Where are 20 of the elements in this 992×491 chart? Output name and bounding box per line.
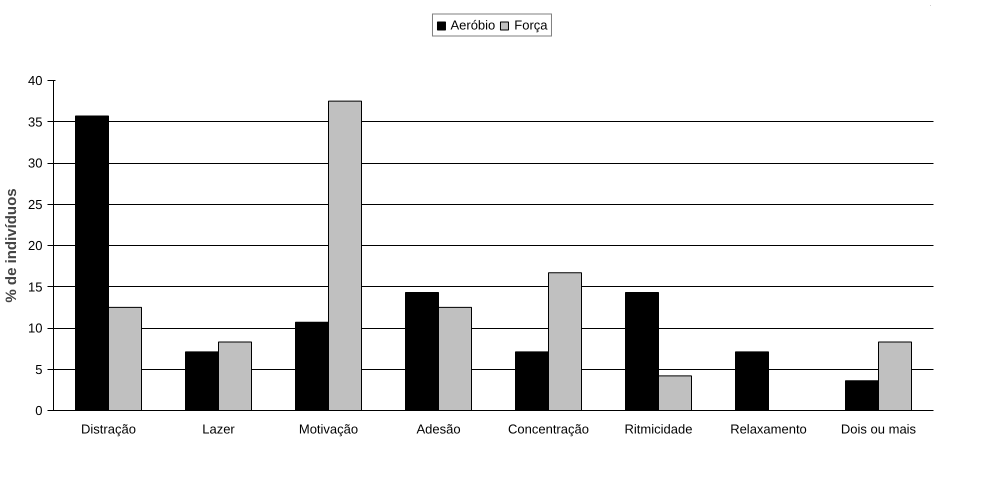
y-tick-label: 15 (28, 279, 43, 294)
legend-label: Força (514, 18, 548, 32)
x-tick-label: Dois ou mais (840, 422, 917, 436)
x-tick-label: Relaxamento (730, 422, 807, 436)
y-tick-label: 20 (28, 238, 43, 253)
x-tick-label: Concentração (508, 422, 589, 436)
y-tick-label: 30 (28, 156, 43, 170)
y-tick-label: 10 (28, 320, 43, 336)
x-tick-label: Adesão (416, 422, 461, 436)
legend-label: Aeróbio (450, 18, 496, 32)
x-tick-label: Ritmicidade (624, 422, 692, 436)
y-axis-title: % de indivíduos (3, 188, 20, 303)
y-tick-label: 25 (28, 196, 43, 212)
y-tick-label: 35 (28, 114, 43, 130)
x-tick-label: Lazer (202, 422, 236, 436)
y-tick-label: 5 (35, 362, 43, 377)
y-tick-label: 0 (35, 403, 43, 418)
x-tick-label: Motivação (298, 422, 358, 436)
y-tick-label: 40 (28, 73, 43, 88)
x-tick-label: Distração (81, 422, 136, 436)
